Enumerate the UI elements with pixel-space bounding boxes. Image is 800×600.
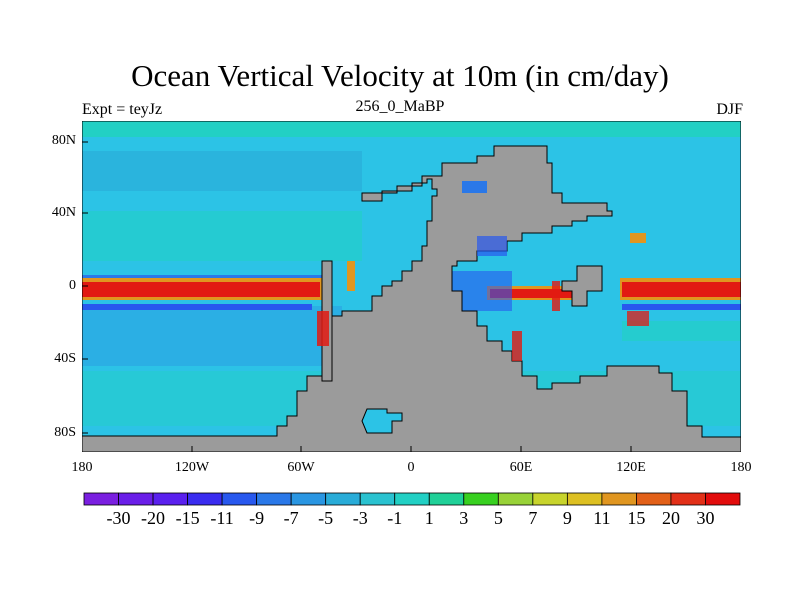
colorbar-swatch [221, 492, 258, 506]
colorbar-label: -30 [106, 508, 131, 528]
colorbar-label: -15 [175, 508, 200, 528]
colorbar-label: 30 [696, 508, 715, 528]
y-tick-label: 80S [54, 425, 76, 440]
arctic-band [82, 121, 741, 137]
experiment-label: Expt = teyJz [82, 101, 163, 118]
colorbar-swatch [463, 492, 499, 506]
y-tick-label: 0 [69, 278, 76, 293]
x-tick-label: 120W [174, 460, 210, 475]
colorbar-swatch [359, 492, 396, 506]
colorbar-label: 9 [562, 508, 572, 528]
colorbar-swatch [152, 492, 188, 506]
equatorial-downwelling-band [82, 304, 312, 310]
colorbar-swatch [566, 492, 603, 506]
colorbar-label: 3 [459, 508, 469, 528]
colorbar-label: 5 [493, 508, 503, 528]
x-tick-label: 0 [407, 460, 415, 475]
colorbar-label: -20 [141, 508, 166, 528]
colorbar-label: -9 [249, 508, 265, 528]
colorbar-swatch [325, 492, 361, 506]
antarctic-island [361, 408, 403, 434]
case-label: 256_0_MaBP [355, 98, 445, 115]
season-label: DJF [716, 101, 743, 118]
colorbar-swatch [601, 492, 637, 506]
colorbar-label: -11 [210, 508, 234, 528]
colorbar-swatch [636, 492, 672, 506]
colorbar-swatch [187, 492, 223, 506]
colorbar-label: 1 [424, 508, 434, 528]
colorbar-swatch [290, 492, 327, 506]
east-pacific-green-band [622, 321, 741, 341]
colorbar-label: 7 [528, 508, 538, 528]
colorbar-swatch [118, 492, 154, 506]
colorbar-swatch [497, 492, 534, 506]
chart-title: Ocean Vertical Velocity at 10m (in cm/da… [131, 58, 669, 93]
colorbar-label: -5 [318, 508, 334, 528]
x-tick-label: 60W [287, 460, 315, 475]
coastal-upwelling-west [317, 311, 329, 346]
y-tick-label: 40S [54, 351, 76, 366]
colorbar-swatch [532, 492, 568, 506]
colorbar-label: -3 [352, 508, 368, 528]
colorbar-swatch [428, 492, 465, 506]
north-midlat-band [82, 151, 362, 191]
x-tick-label: 180 [71, 460, 93, 475]
north-subtropic-band [82, 211, 362, 261]
colorbar-swatch [394, 492, 430, 506]
colorbar-label: -1 [387, 508, 403, 528]
colorbar-label: -7 [283, 508, 299, 528]
colorbar [83, 492, 741, 506]
south-subtropic-band [82, 306, 342, 366]
west-continent [82, 145, 741, 452]
colorbar-label: 11 [593, 508, 611, 528]
velocity-map [82, 121, 741, 452]
colorbar-label: 15 [627, 508, 646, 528]
y-tick-label: 80N [51, 133, 76, 148]
x-tick-label: 60E [509, 460, 533, 475]
colorbar-swatch [256, 492, 292, 506]
colorbar-swatch [705, 492, 741, 506]
x-tick-label: 180 [730, 460, 752, 475]
y-tick-label: 40N [51, 205, 76, 220]
colorbar-label: 20 [661, 508, 680, 528]
colorbar-swatch [83, 492, 119, 506]
colorbar-swatch [670, 492, 706, 506]
x-tick-label: 120E [616, 460, 646, 475]
inner-sea-island [561, 265, 603, 307]
